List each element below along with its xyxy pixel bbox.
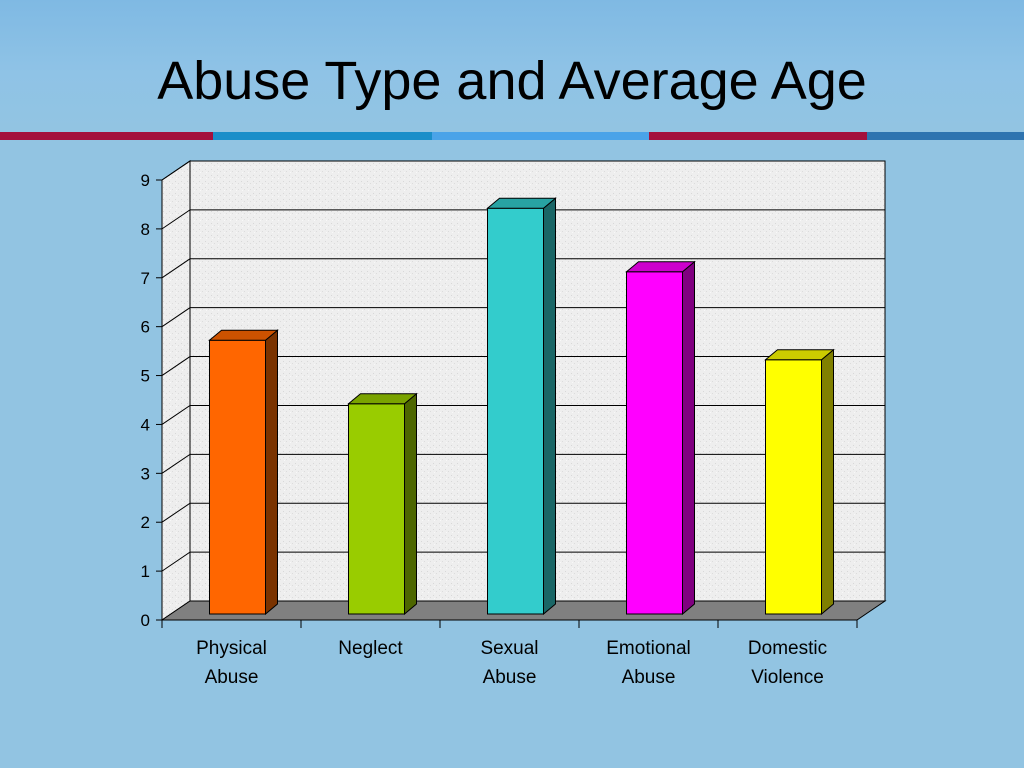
x-category-label: Abuse [205,667,259,688]
gridline [161,258,885,279]
header-stripe-5 [867,132,1024,140]
header-band [0,0,1024,132]
y-tick-label: 4 [141,415,150,434]
bar-top [486,197,557,209]
y-tick-label: 5 [141,367,150,386]
bar-front [209,339,266,615]
bar-side [682,260,695,616]
slide-title: Abuse Type and Average Age [157,51,867,111]
header-stripe-4 [649,132,867,140]
bar-top [625,261,696,273]
bar-front [765,359,822,615]
bar-side [404,392,417,616]
gridline [161,160,885,181]
x-category-label: Emotional [606,638,691,659]
y-tick-label: 6 [141,318,150,337]
bar-side [821,348,834,616]
y-tick-label: 9 [141,171,150,190]
gridline [161,209,885,230]
header-stripe-1 [0,132,213,140]
header-stripe-3 [432,132,649,140]
x-category-label: Domestic [748,638,827,659]
y-tick-label: 2 [141,513,150,532]
y-tick-label: 7 [141,269,150,288]
x-category-label: Violence [751,667,824,688]
y-tick-label: 1 [141,562,150,581]
y-tick-label: 3 [141,464,150,483]
bar-front [626,271,683,615]
x-category-label: Abuse [483,667,537,688]
bar-side [265,329,278,616]
bar-front [348,403,405,615]
header-stripe-2 [213,132,432,140]
bar-top [347,393,418,405]
y-tick-label: 0 [141,611,150,630]
y-tick-label: 8 [141,220,150,239]
x-category-label: Neglect [338,638,403,659]
bar-side [543,197,556,616]
side-wall [161,160,191,621]
bar-front [487,207,544,615]
bar-top [764,349,835,361]
x-category-label: Physical [196,638,267,659]
x-category-label: Sexual [480,638,538,659]
bar-top [208,329,279,341]
x-category-label: Abuse [622,667,676,688]
